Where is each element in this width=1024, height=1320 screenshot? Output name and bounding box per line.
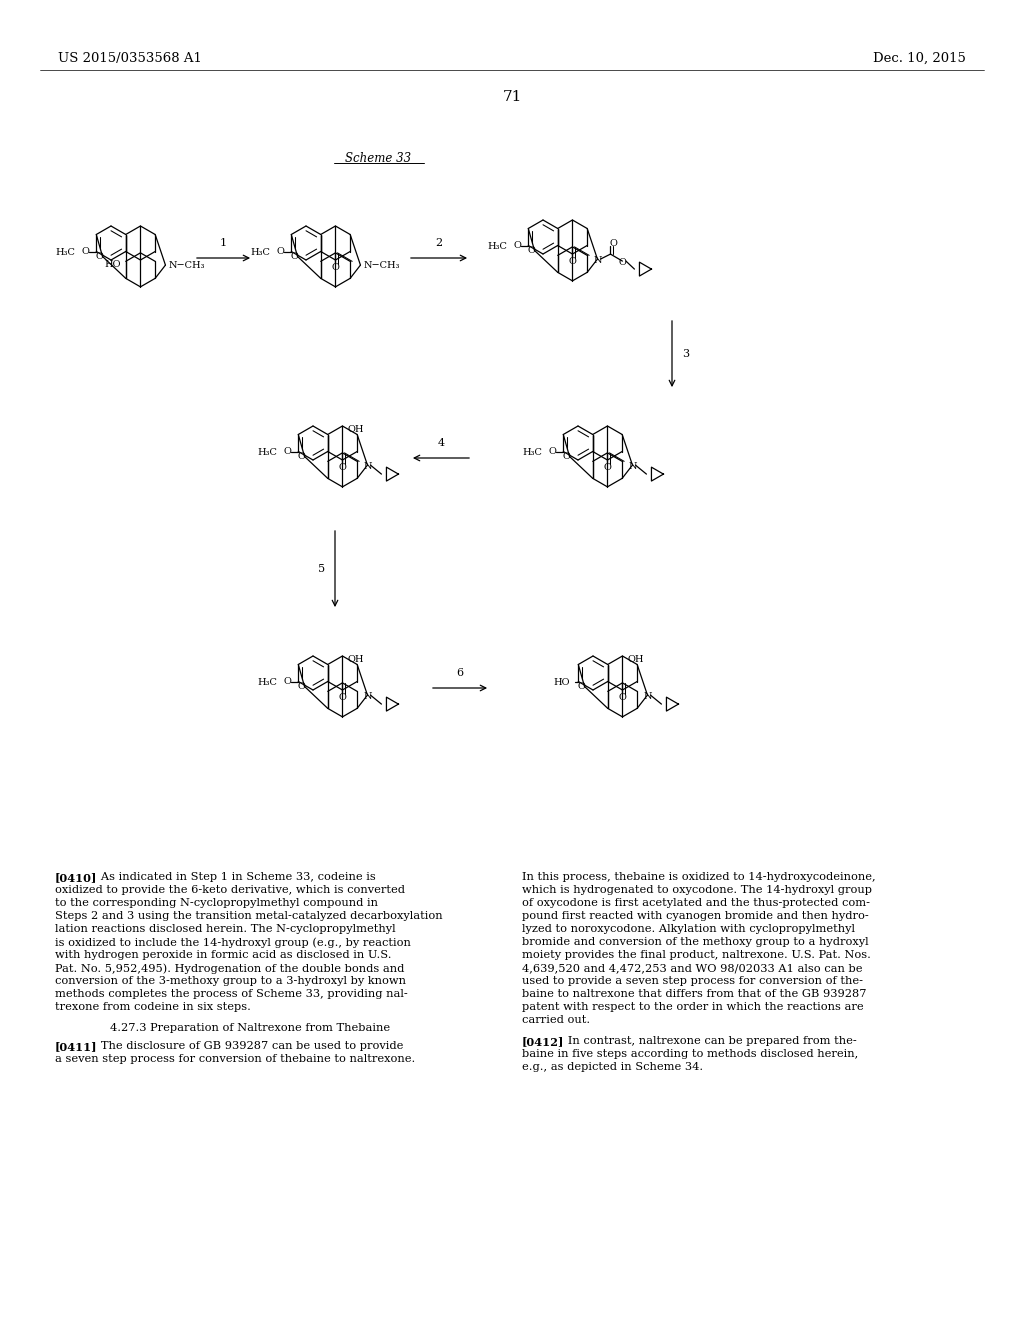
Text: O: O [276,248,285,256]
Text: In this process, thebaine is oxidized to 14-hydroxycodeinone,: In this process, thebaine is oxidized to… [522,873,876,882]
Text: N−CH₃: N−CH₃ [168,260,205,269]
Text: e.g., as depicted in Scheme 34.: e.g., as depicted in Scheme 34. [522,1063,703,1072]
Text: As indicated in Step 1 in Scheme 33, codeine is: As indicated in Step 1 in Scheme 33, cod… [90,873,376,882]
Text: OH: OH [628,655,644,664]
Text: OH: OH [347,425,364,433]
Text: lation reactions disclosed herein. The N-cyclopropylmethyl: lation reactions disclosed herein. The N… [55,924,395,935]
Text: O: O [290,252,298,261]
Text: used to provide a seven step process for conversion of the-: used to provide a seven step process for… [522,975,863,986]
Text: N: N [364,462,372,471]
Text: O: O [339,693,346,702]
Text: a seven step process for conversion of thebaine to naltrexone.: a seven step process for conversion of t… [55,1053,416,1064]
Text: H₃C: H₃C [257,447,278,457]
Text: carried out.: carried out. [522,1015,590,1026]
Text: N−CH₃: N−CH₃ [364,260,400,269]
Text: baine to naltrexone that differs from that of the GB 939287: baine to naltrexone that differs from th… [522,989,866,999]
Text: O: O [618,693,627,702]
Text: Steps 2 and 3 using the transition metal-catalyzed decarboxylation: Steps 2 and 3 using the transition metal… [55,911,442,921]
Text: Dec. 10, 2015: Dec. 10, 2015 [873,51,966,65]
Text: baine in five steps according to methods disclosed herein,: baine in five steps according to methods… [522,1049,858,1059]
Text: H₃C: H₃C [251,248,270,257]
Text: patent with respect to the order in which the reactions are: patent with respect to the order in whic… [522,1002,863,1012]
Text: US 2015/0353568 A1: US 2015/0353568 A1 [58,51,202,65]
Text: O: O [81,248,89,256]
Text: HO: HO [104,260,121,269]
Text: pound first reacted with cyanogen bromide and then hydro-: pound first reacted with cyanogen bromid… [522,911,868,921]
Text: O: O [513,242,521,251]
Text: H₃C: H₃C [257,678,278,686]
Text: O: O [603,463,611,473]
Text: bromide and conversion of the methoxy group to a hydroxyl: bromide and conversion of the methoxy gr… [522,937,868,946]
Text: 5: 5 [317,564,325,574]
Text: O: O [297,451,305,461]
Text: O: O [548,447,556,457]
Text: H₃C: H₃C [522,447,543,457]
Text: The disclosure of GB 939287 can be used to provide: The disclosure of GB 939287 can be used … [90,1041,403,1051]
Text: N: N [364,692,372,701]
Text: OH: OH [347,655,364,664]
Text: In contrast, naltrexone can be prepared from the-: In contrast, naltrexone can be prepared … [557,1036,857,1045]
Text: [0412]: [0412] [522,1036,564,1047]
Text: methods completes the process of Scheme 33, providing nal-: methods completes the process of Scheme … [55,989,408,999]
Text: 6: 6 [457,668,464,678]
Text: 71: 71 [503,90,521,104]
Text: 4: 4 [437,438,444,447]
Text: O: O [332,264,339,272]
Text: which is hydrogenated to oxycodone. The 14-hydroxyl group: which is hydrogenated to oxycodone. The … [522,884,872,895]
Text: 4.27.3 Preparation of Naltrexone from Thebaine: 4.27.3 Preparation of Naltrexone from Th… [110,1023,390,1034]
Text: O: O [578,682,585,690]
Text: moiety provides the final product, naltrexone. U.S. Pat. Nos.: moiety provides the final product, naltr… [522,950,870,960]
Text: N: N [643,692,651,701]
Text: O: O [284,677,291,686]
Text: Pat. No. 5,952,495). Hydrogenation of the double bonds and: Pat. No. 5,952,495). Hydrogenation of th… [55,964,404,974]
Text: O: O [339,463,346,473]
Text: O: O [568,257,577,267]
Text: H₃C: H₃C [487,242,507,251]
Text: O: O [562,451,570,461]
Text: HO: HO [554,678,570,686]
Text: to the corresponding N-cyclopropylmethyl compound in: to the corresponding N-cyclopropylmethyl… [55,898,378,908]
Text: O: O [618,257,627,267]
Text: N: N [628,462,637,471]
Text: [0410]: [0410] [55,873,97,883]
Text: trexone from codeine in six steps.: trexone from codeine in six steps. [55,1002,251,1012]
Text: O: O [95,252,103,261]
Text: with hydrogen peroxide in formic acid as disclosed in U.S.: with hydrogen peroxide in formic acid as… [55,950,391,960]
Text: 3: 3 [682,348,689,359]
Text: [0411]: [0411] [55,1041,97,1052]
Text: lyzed to noroxycodone. Alkylation with cyclopropylmethyl: lyzed to noroxycodone. Alkylation with c… [522,924,855,935]
Text: H₃C: H₃C [55,248,76,257]
Text: Scheme 33: Scheme 33 [345,152,411,165]
Text: is oxidized to include the 14-hydroxyl group (e.g., by reaction: is oxidized to include the 14-hydroxyl g… [55,937,411,948]
Text: 1: 1 [220,238,227,248]
Text: O: O [284,447,291,457]
Text: oxidized to provide the 6-keto derivative, which is converted: oxidized to provide the 6-keto derivativ… [55,884,406,895]
Text: O: O [527,246,535,255]
Text: O: O [609,239,617,248]
Text: 4,639,520 and 4,472,253 and WO 98/02033 A1 also can be: 4,639,520 and 4,472,253 and WO 98/02033 … [522,964,862,973]
Text: conversion of the 3-methoxy group to a 3-hydroxyl by known: conversion of the 3-methoxy group to a 3… [55,975,406,986]
Text: N: N [593,256,602,264]
Text: 2: 2 [435,238,442,248]
Text: O: O [297,682,305,690]
Text: of oxycodone is first acetylated and the thus-protected com-: of oxycodone is first acetylated and the… [522,898,870,908]
